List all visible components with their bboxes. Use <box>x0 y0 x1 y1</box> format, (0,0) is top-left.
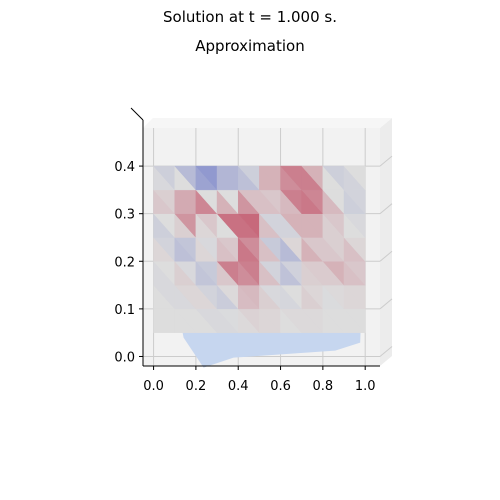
surface-plot <box>153 165 366 368</box>
grid-line-y-side <box>379 298 393 310</box>
x-tick-label: 0.8 <box>313 379 334 394</box>
figure-suptitle: Solution at t = 1.000 s. <box>163 8 337 26</box>
axes: 0.0 0.2 0.4 0.6 0.8 1.0 0.0 0.1 0.2 0.3 0.4 <box>114 107 380 394</box>
y-tick-label: 0.2 <box>114 255 135 270</box>
y-tick-label: 0.3 <box>114 208 135 223</box>
grid-line-y-side <box>379 203 393 215</box>
x-tick-label: 0.6 <box>270 379 291 394</box>
grid-line-y-side <box>379 250 393 262</box>
grid-line-y-side <box>379 346 393 357</box>
x-tick-label: 0.0 <box>143 379 164 394</box>
axis-corner-line <box>130 107 144 121</box>
x-tick-label: 1.0 <box>355 379 376 394</box>
grid-line-y-side <box>379 155 393 167</box>
surface-cell <box>343 165 366 191</box>
pane-side <box>380 118 392 366</box>
y-tick-label: 0.4 <box>114 160 135 175</box>
y-tick-label: 0.0 <box>114 350 135 365</box>
chart-title: Approximation <box>195 37 305 55</box>
pane-top <box>143 118 392 128</box>
y-tick-label: 0.1 <box>114 303 135 318</box>
x-tick-label: 0.2 <box>186 379 207 394</box>
x-tick-label: 0.4 <box>228 379 249 394</box>
